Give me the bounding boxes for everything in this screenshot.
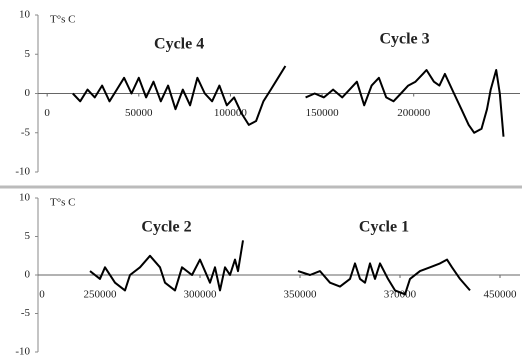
y-axis-title: T°s C	[50, 14, 76, 26]
y-tick-label: 10	[19, 9, 31, 21]
x-tick-label: 200000	[397, 107, 431, 119]
series-line	[89, 240, 244, 292]
y-tick-label: 5	[25, 230, 31, 242]
x-tick-label: 3?0000	[384, 289, 417, 301]
x-tick-label: 250000	[84, 289, 118, 301]
x-tick-label: 450000	[484, 289, 518, 301]
y-axis-title: T°s C	[50, 197, 76, 209]
x-tick-label: 150000	[306, 107, 340, 119]
series-label: Cycle 3	[379, 31, 429, 48]
x-tick-label: 50000	[125, 107, 153, 119]
y-tick-label: -5	[21, 307, 31, 319]
x-tick-label: 300000	[184, 289, 218, 301]
series-label: Cycle 1	[359, 219, 409, 236]
y-tick-label: 10	[19, 192, 31, 204]
series-line	[305, 69, 505, 137]
y-tick-label: 5	[25, 48, 31, 60]
y-tick-label: 0	[25, 87, 31, 99]
series-label: Cycle 2	[141, 219, 191, 236]
series-label: Cycle 4	[154, 36, 204, 53]
y-tick-label: -10	[15, 346, 30, 358]
x-tick-label: 0	[44, 107, 50, 119]
series-line	[72, 65, 287, 126]
y-tick-label: -10	[15, 166, 30, 178]
x-origin-label: 0	[39, 289, 45, 301]
y-tick-label: -5	[21, 126, 31, 138]
series-line	[297, 258, 471, 296]
y-tick-label: 0	[25, 269, 31, 281]
x-tick-label: 350000	[284, 289, 318, 301]
